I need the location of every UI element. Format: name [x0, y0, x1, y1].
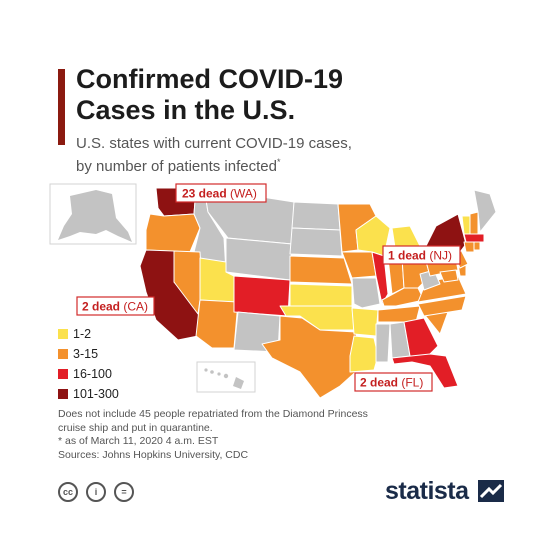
person-icon[interactable]: i: [86, 482, 106, 502]
equals-icon[interactable]: =: [114, 482, 134, 502]
state-RI: [473, 241, 481, 251]
subtitle-footnote-mark: *: [276, 157, 281, 167]
callout-ca-box: [76, 296, 155, 316]
page-title: Confirmed COVID-19 Cases in the U.S.: [76, 64, 406, 126]
statista-wordmark[interactable]: statista: [385, 477, 469, 505]
callout-wa: 23 dead (WA): [175, 183, 267, 203]
cc-icon[interactable]: cc: [58, 482, 78, 502]
state-KY: [381, 287, 425, 307]
state-SD: [289, 227, 343, 257]
legend-label: 3-15: [73, 347, 99, 361]
state-NH: [469, 211, 479, 237]
callout-nj-box: [382, 245, 461, 265]
subtitle: U.S. states with current COVID-19 cases,…: [76, 134, 406, 176]
legend-label: 16-100: [73, 367, 112, 381]
callout-ca-text: 2 dead (CA): [82, 300, 148, 314]
state-LA: [349, 335, 379, 373]
state-VT: [461, 215, 471, 235]
alaska-inset-frame: [49, 183, 137, 245]
callout-ca: 2 dead (CA): [76, 296, 155, 316]
state-AK: [58, 190, 132, 242]
subtitle-line-1: U.S. states with current COVID-19 cases,: [76, 135, 352, 152]
legend-label: 101-300: [73, 387, 119, 401]
callout-nj-text: 1 dead (NJ): [388, 249, 452, 263]
callout-nj: 1 dead (NJ): [382, 245, 461, 265]
statista-logo-icon[interactable]: [478, 480, 504, 502]
callout-wa-box: [175, 183, 267, 203]
state-WY: [225, 237, 293, 281]
note-line-3: * as of March 11, 2020 4 a.m. EST: [58, 435, 219, 447]
note-line-4: Sources: Johns Hopkins University, CDC: [58, 448, 249, 461]
note-line-1: Does not include 45 people repatriated f…: [58, 408, 368, 420]
state-HI: [204, 368, 244, 389]
legend-swatch: [58, 329, 68, 339]
legend-swatch: [58, 349, 68, 359]
title-accent-bar: [58, 69, 65, 145]
callout-fl-text: 2 dead (FL): [360, 376, 423, 390]
state-MS: [375, 323, 391, 363]
subtitle-line-2-text: by number of patients infected: [76, 158, 277, 175]
callout-wa-text: 23 dead (WA): [182, 187, 257, 201]
state-GA: [403, 317, 439, 357]
title-line-1: Confirmed COVID-19: [76, 64, 344, 94]
note-line-2: cruise ship and put in quarantine.: [58, 421, 213, 434]
state-ND: [291, 201, 341, 231]
legend-label: 1-2: [73, 327, 92, 341]
state-KS: [289, 283, 353, 307]
state-TX: [261, 315, 361, 399]
state-MA: [463, 233, 485, 243]
state-FL: [391, 353, 459, 389]
state-NC: [417, 295, 467, 317]
state-OR: [145, 213, 201, 253]
state-CT: [463, 241, 475, 253]
title-line-2: Cases in the U.S.: [76, 95, 296, 125]
state-NE: [289, 255, 353, 285]
state-AR: [351, 307, 379, 337]
legend-swatch: [58, 369, 68, 379]
state-MD: [439, 269, 459, 283]
state-MO: [351, 277, 381, 309]
legend-swatch: [58, 389, 68, 399]
callout-fl-box: [354, 372, 433, 392]
callout-fl: 2 dead (FL): [354, 372, 433, 392]
subtitle-line-2: by number of patients infected*: [76, 153, 406, 176]
state-AZ: [195, 299, 239, 349]
state-CO: [233, 275, 291, 317]
hawaii-inset-frame: [196, 361, 256, 393]
state-ME: [473, 189, 497, 233]
source-notes: Does not include 45 people repatriated f…: [58, 408, 478, 462]
